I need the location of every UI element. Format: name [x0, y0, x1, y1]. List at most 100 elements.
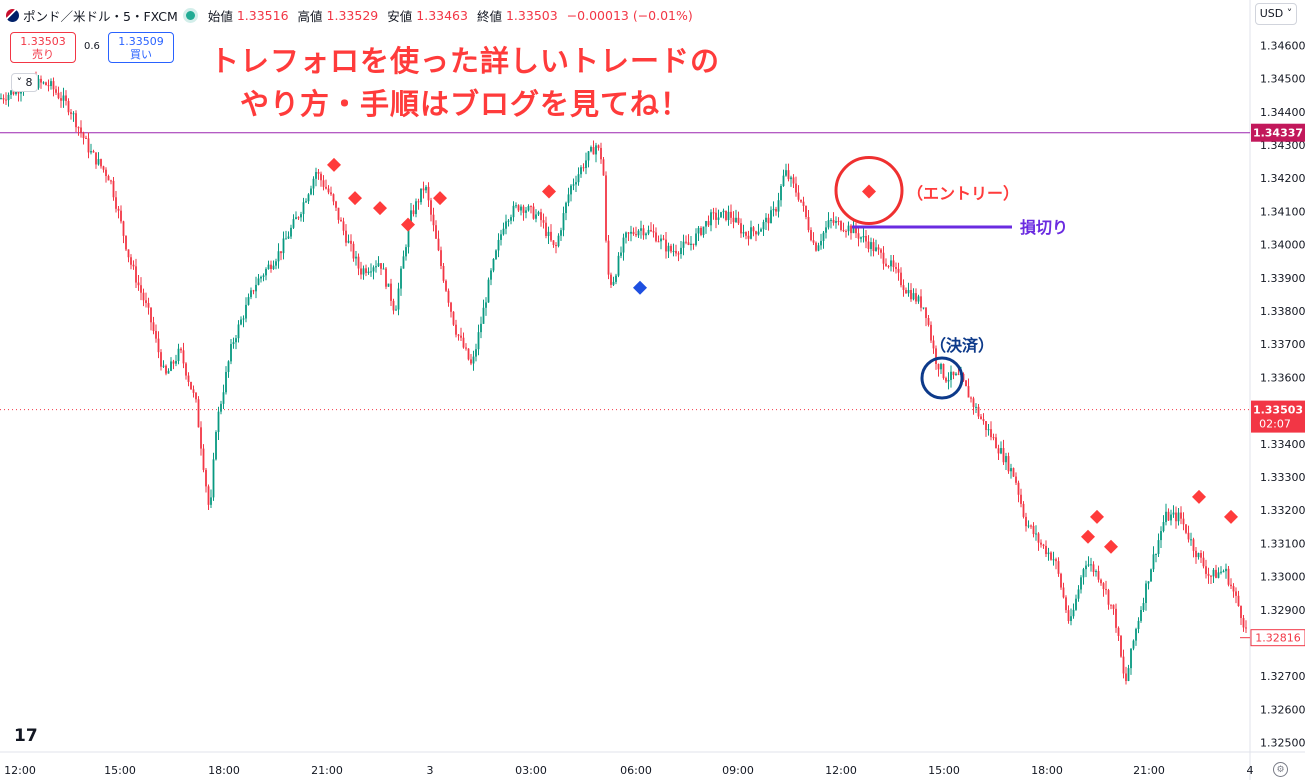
- sell-button[interactable]: 1.33503 売り: [10, 32, 76, 63]
- candle: [747, 235, 750, 239]
- candle: [795, 183, 797, 193]
- candle: [1037, 533, 1040, 543]
- candle: [1182, 518, 1185, 525]
- candle: [602, 159, 605, 176]
- candle: [575, 182, 577, 185]
- candle: [682, 241, 685, 248]
- candle: [887, 265, 890, 267]
- candle: [1212, 569, 1215, 577]
- candle: [435, 225, 437, 239]
- candle: [215, 432, 217, 460]
- y-tick-label: 1.33800: [1260, 305, 1305, 318]
- y-tick-label: 1.34500: [1260, 73, 1305, 86]
- candle: [410, 210, 412, 225]
- candle: [47, 85, 50, 87]
- candle: [1027, 525, 1030, 527]
- candle: [50, 81, 52, 87]
- sell-signal-marker: [1192, 489, 1206, 504]
- low-value: 1.33463: [416, 8, 468, 23]
- current-price-text: 1.33503: [1253, 404, 1303, 417]
- candle: [627, 232, 630, 234]
- candle: [830, 219, 832, 221]
- candle: [1155, 553, 1157, 555]
- candle: [277, 251, 280, 262]
- candle: [577, 174, 580, 183]
- candle: [315, 172, 317, 179]
- candle: [1240, 606, 1242, 619]
- currency-selector[interactable]: USD ˅: [1255, 3, 1297, 25]
- y-tick-label: 1.34300: [1260, 139, 1305, 152]
- candle: [1227, 568, 1230, 585]
- candle: [262, 275, 265, 277]
- candle: [722, 210, 725, 213]
- candle: [1107, 590, 1110, 605]
- candle: [260, 276, 262, 279]
- candle: [137, 282, 140, 286]
- candle: [95, 152, 97, 165]
- sell-signal-marker: [348, 191, 362, 206]
- buy-button[interactable]: 1.33509 買い: [108, 32, 174, 63]
- candle: [350, 240, 352, 244]
- candle: [1225, 568, 1227, 572]
- candle: [630, 231, 632, 234]
- symbol-name[interactable]: ポンド／米ドル・5・FXCM: [23, 9, 178, 24]
- candle: [55, 89, 57, 93]
- candle: [495, 250, 497, 259]
- candle: [740, 223, 742, 234]
- candle: [867, 241, 870, 249]
- candle: [477, 332, 480, 350]
- candle: [1235, 591, 1237, 596]
- candle: [300, 214, 302, 218]
- candle: [835, 221, 837, 223]
- candle: [92, 151, 95, 153]
- candle: [1137, 620, 1140, 629]
- candle: [855, 225, 857, 234]
- candle: [1180, 512, 1182, 519]
- candle: [765, 217, 767, 223]
- candle: [62, 95, 65, 101]
- candle: [712, 212, 715, 214]
- candle: [582, 167, 585, 169]
- candle: [287, 236, 290, 239]
- candle: [297, 217, 300, 219]
- candle: [810, 230, 812, 241]
- candle: [257, 278, 260, 285]
- chevron-down-icon: ˅: [1286, 7, 1293, 20]
- candle: [755, 231, 757, 235]
- candle: [42, 82, 45, 84]
- candle: [772, 208, 775, 211]
- candle: [272, 265, 275, 270]
- candle: [197, 399, 200, 428]
- candle: [340, 219, 342, 222]
- candle: [1130, 648, 1132, 669]
- candle: [355, 256, 357, 259]
- candle: [872, 242, 875, 252]
- candle: [490, 270, 492, 280]
- candle: [572, 184, 575, 186]
- candle: [1157, 540, 1160, 554]
- candle: [820, 240, 822, 246]
- candle: [700, 227, 702, 235]
- gbpusd-flag-icon: [6, 9, 19, 22]
- candle: [717, 217, 720, 220]
- candle: [667, 245, 670, 252]
- tradingview-logo[interactable]: 17: [14, 726, 38, 746]
- candle: [512, 205, 515, 218]
- candle: [405, 247, 407, 257]
- candle: [192, 389, 195, 393]
- y-tick-label: 1.33400: [1260, 438, 1305, 451]
- candle: [672, 250, 675, 252]
- x-tick-label: 06:00: [620, 764, 652, 777]
- candle: [430, 200, 432, 215]
- candle: [687, 242, 690, 245]
- candle: [232, 342, 235, 345]
- candle: [937, 363, 940, 370]
- indicator-collapse-button[interactable]: ˅ 8: [11, 73, 38, 92]
- candle: [1242, 618, 1245, 628]
- settings-gear-icon[interactable]: ⚙: [1273, 762, 1288, 777]
- candle: [312, 178, 315, 189]
- candle: [1025, 516, 1027, 527]
- x-tick-label: 21:00: [311, 764, 343, 777]
- candle: [865, 236, 867, 242]
